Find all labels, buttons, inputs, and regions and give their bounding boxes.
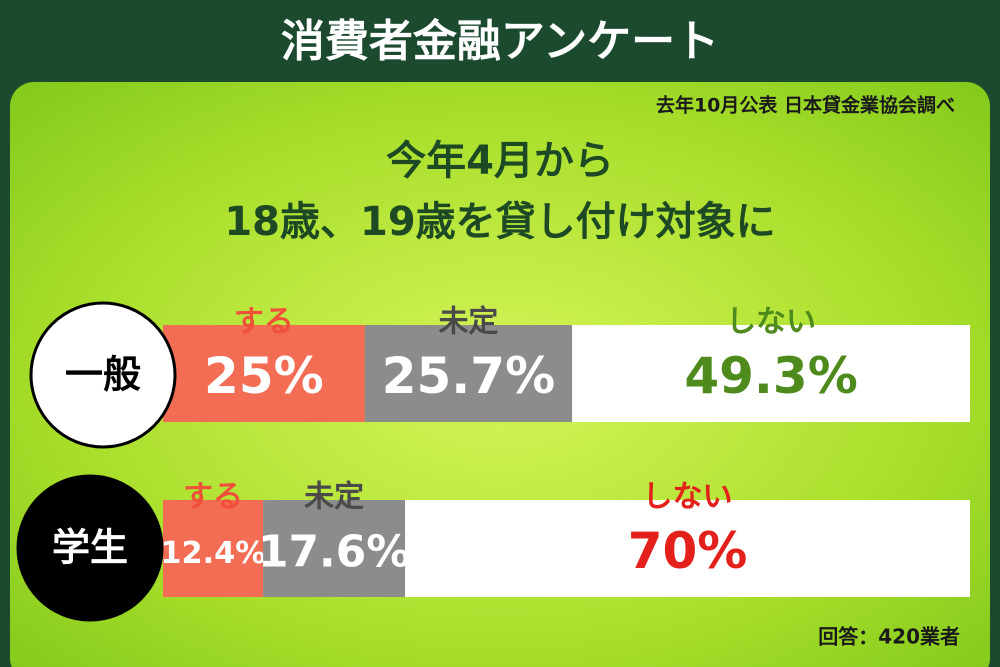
subtitle: 今年4月から [386, 138, 614, 184]
value-label: 49.3% [684, 347, 857, 405]
bar-segment [405, 500, 971, 597]
subtitle: 18歳、19歳を貸し付け対象に [224, 199, 775, 245]
series-label: 未定 [438, 305, 498, 340]
value-label: 70% [628, 522, 748, 580]
series-label: 未定 [304, 480, 364, 515]
category-label: 学生 [52, 526, 128, 570]
bar-segment [364, 325, 573, 422]
value-label: 25% [204, 347, 324, 405]
value-label: 17.6% [258, 527, 410, 578]
chart-title: 消費者金融アンケート [281, 16, 719, 67]
bar-segment [572, 325, 970, 422]
value-label: 12.4% [160, 536, 265, 571]
note: 回答：420業者 [818, 625, 960, 649]
category-badge [16, 474, 164, 622]
source: 去年10月公表 日本貸金業協会調べ [656, 94, 955, 117]
category-label: 一般 [65, 353, 141, 397]
series-label: する [234, 305, 294, 340]
bar-segment [163, 325, 365, 422]
series-label: しない [643, 480, 733, 515]
bar-segment [163, 500, 264, 597]
category-badge [29, 301, 177, 449]
bar-segment [263, 500, 406, 597]
value-label: 25.7% [382, 347, 555, 405]
series-label: しない [726, 305, 816, 340]
series-label: する [183, 480, 243, 515]
